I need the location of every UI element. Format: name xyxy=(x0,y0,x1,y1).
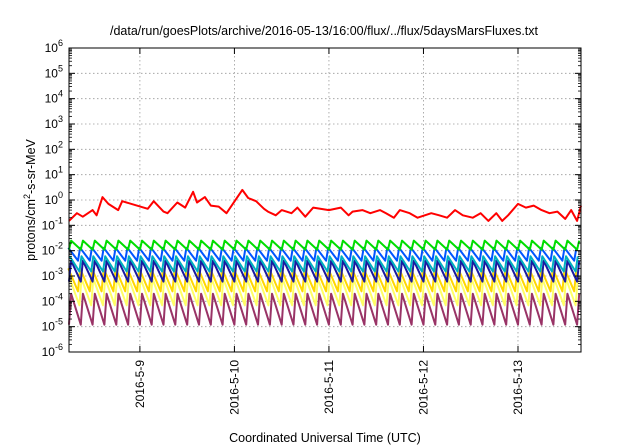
series-line xyxy=(68,239,581,251)
series-line xyxy=(68,255,579,273)
series-line xyxy=(68,259,581,283)
y-tick-label: 10-4 xyxy=(42,291,63,308)
y-tick-label: 100 xyxy=(45,190,63,207)
chart-title: /data/run/goesPlots/archive/2016-05-13/1… xyxy=(110,24,539,38)
y-tick-label: 101 xyxy=(45,165,63,182)
x-tick-label: 2016-5-9 xyxy=(133,360,147,408)
y-axis-label-group: protons/cm2-s-sr-MeV xyxy=(22,138,38,260)
y-tick-label: 105 xyxy=(45,63,63,80)
x-tick-label: 2016-5-10 xyxy=(227,360,241,415)
x-tick-label: 2016-5-13 xyxy=(511,360,525,415)
y-axis-label: protons/cm2-s-sr-MeV xyxy=(22,138,38,260)
x-axis-label: Coordinated Universal Time (UTC) xyxy=(229,431,421,445)
y-tick-label: 102 xyxy=(45,139,63,156)
series-line xyxy=(67,246,578,262)
y-tick-label: 10-1 xyxy=(42,215,63,232)
y-tick-label: 10-3 xyxy=(42,266,63,283)
y-tick-label: 103 xyxy=(45,114,63,131)
axis-ticks: 10-6 10-5 10-4 10-3 10-2 10-1 100 101 102 103 104 1… xyxy=(42,38,581,415)
y-tick-label: 10-6 xyxy=(42,342,63,359)
series-line xyxy=(68,292,581,326)
x-tick-label: 2016-5-11 xyxy=(322,360,336,414)
y-tick-label: 106 xyxy=(45,38,63,55)
y-tick-label: 10-5 xyxy=(42,317,63,334)
series-line xyxy=(68,188,582,222)
x-tick-label: 2016-5-12 xyxy=(416,360,430,415)
data-series xyxy=(67,188,582,326)
series-line xyxy=(68,277,579,307)
y-tick-label: 104 xyxy=(45,89,63,106)
y-tick-label: 10-2 xyxy=(42,241,63,258)
